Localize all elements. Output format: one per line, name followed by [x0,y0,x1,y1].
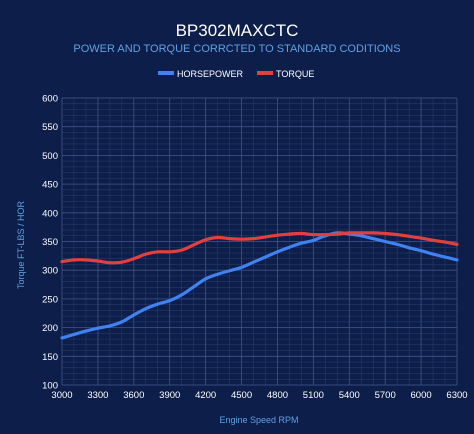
y-tick-label: 600 [42,94,58,105]
y-axis-ticks: 100 150 200 250 300 350 400 450 500 550 600 [42,94,58,392]
y-tick-label: 200 [42,323,58,334]
x-tick-label: 4500 [231,390,252,401]
y-tick-label: 150 [42,352,58,363]
x-tick-label: 3300 [87,390,108,401]
y-tick-label: 500 [42,151,58,162]
y-tick-label: 350 [42,237,58,248]
x-tick-label: 6000 [411,390,432,401]
x-tick-label: 5700 [375,390,396,401]
y-tick-label: 550 [42,122,58,133]
legend-swatch-horsepower [158,71,174,75]
series-line-torque [60,231,459,265]
major-grid [61,97,458,386]
chart-subtitle: POWER AND TORQUE CORRCTED TO STANDARD CO… [73,43,400,55]
y-tick-label: 250 [42,294,58,305]
x-axis-label: Engine Speed RPM [219,415,298,425]
legend-swatch-torque [257,71,273,75]
y-tick-label: 100 [42,381,58,392]
x-tick-label: 3600 [123,390,144,401]
y-tick-label: 450 [42,180,58,191]
series-line-horsepower [60,231,459,340]
legend-label-torque: TORQUE [276,69,314,79]
x-tick-label: 5100 [303,390,324,401]
x-tick-label: 6300 [446,390,467,401]
y-tick-label: 300 [42,266,58,277]
legend-label-horsepower: HORSEPOWER [177,69,244,79]
y-tick-label: 400 [42,208,58,219]
y-axis-label: Torque FT-LBS / HOR [16,200,26,289]
x-tick-label: 4800 [267,390,288,401]
legend: HORSEPOWER TORQUE [158,69,314,79]
x-axis-ticks: 3000 3300 3600 3900 4200 4500 4800 5100 5400 5700… [51,390,467,401]
x-tick-label: 5400 [339,390,360,401]
series-lines [60,231,459,340]
x-tick-label: 4200 [195,390,216,401]
x-tick-label: 3000 [51,390,72,401]
x-tick-label: 3900 [159,390,180,401]
chart-title: BP302MAXCTC [176,21,299,40]
